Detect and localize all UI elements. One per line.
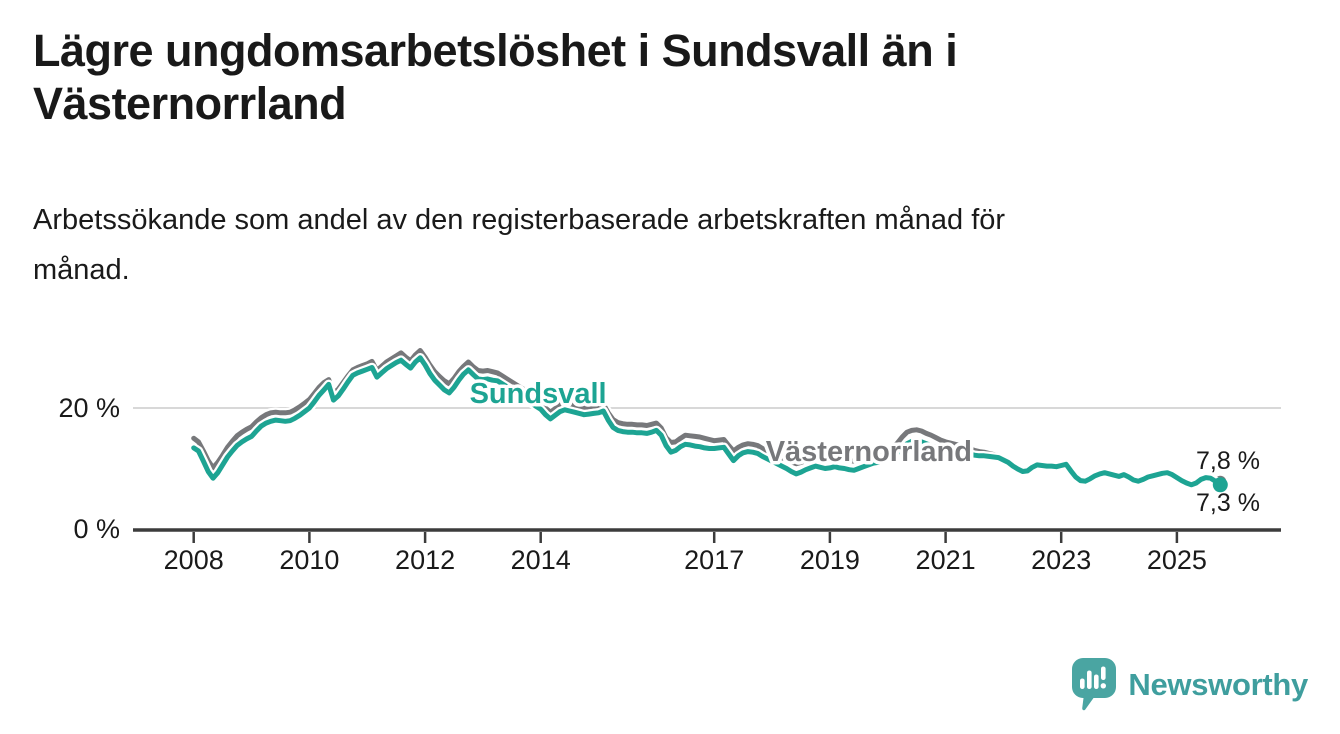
chart-subtitle: Arbetssökande som andel av den registerb…: [33, 204, 1006, 286]
end-value-label-7,8 %: 7,8 %: [1196, 447, 1260, 475]
x-tick-label-2017: 2017: [684, 545, 744, 575]
x-tick-label-2010: 2010: [279, 545, 339, 575]
x-tick-label-2019: 2019: [800, 545, 860, 575]
series-label-Sundsvall: Sundsvall: [470, 378, 607, 410]
logo-bar-1: [1080, 678, 1085, 689]
x-tick-label-2021: 2021: [916, 545, 976, 575]
logo-exclamation-dot: [1100, 683, 1107, 689]
end-value-label-7,3 %: 7,3 %: [1196, 489, 1260, 517]
y-tick-label-0: 0 %: [73, 514, 120, 544]
bar-chart-speech-bubble-icon: [1072, 658, 1117, 711]
x-tick-label-2025: 2025: [1147, 545, 1207, 575]
x-tick-label-2008: 2008: [164, 545, 224, 575]
series-line-Sundsvall: [191, 355, 1223, 488]
newsworthy-logo-text: Newsworthy: [1128, 666, 1308, 702]
y-tick-label-20: 20 %: [58, 393, 120, 423]
logo-bar-3: [1094, 674, 1099, 689]
x-tick-label-2023: 2023: [1031, 545, 1091, 575]
newsworthy-logo: Newsworthy: [1071, 657, 1308, 712]
x-tick-label-2014: 2014: [511, 545, 571, 575]
series-label-Västernorrland: Västernorrland: [766, 436, 972, 468]
logo-bar-2: [1087, 670, 1092, 689]
logo-exclamation-bar: [1101, 666, 1106, 680]
chart-title: Lägre ungdomsarbetslöshet i Sundsvall än…: [33, 25, 958, 130]
x-tick-label-2012: 2012: [395, 545, 455, 575]
series-end-dot-Sundsvall: [1212, 477, 1228, 493]
